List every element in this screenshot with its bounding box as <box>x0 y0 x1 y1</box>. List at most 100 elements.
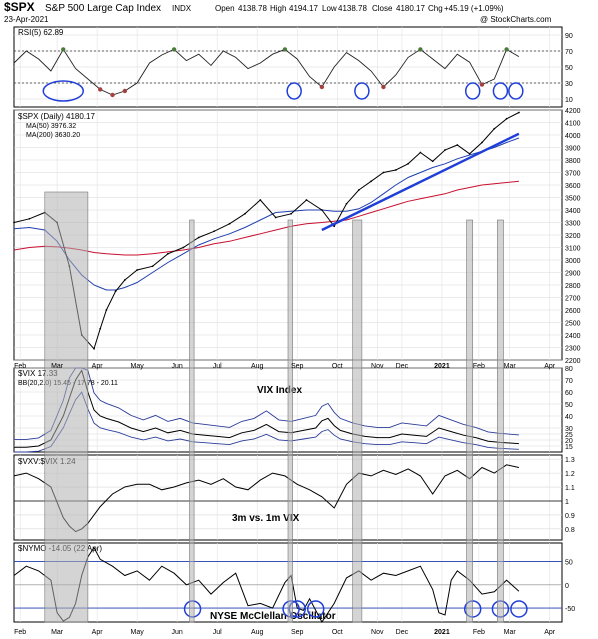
vxv-tick-label: 1 <box>565 499 569 506</box>
spx-point <box>114 290 117 293</box>
spx-point <box>481 141 483 144</box>
spx-point <box>274 216 277 219</box>
spx-point <box>407 162 409 165</box>
x-tick-label-bottom: Jun <box>172 629 183 636</box>
x-tick-label-bottom: May <box>131 629 145 636</box>
header-symbol: $SPX <box>4 0 35 14</box>
header-close-label: Close <box>372 4 393 13</box>
spx-point <box>182 246 185 249</box>
spx-tick-label: 2800 <box>565 283 581 290</box>
header-low-label: Low <box>322 4 337 13</box>
spx-tick-label: 3000 <box>565 258 581 265</box>
vxv-tick-label: 0.9 <box>565 513 575 520</box>
vxv-tick-label: 1.3 <box>565 457 575 464</box>
header-open-label: Open <box>215 4 235 13</box>
x-tick-label: May <box>131 363 145 370</box>
spx-point <box>213 230 216 233</box>
x-tick-label-bottom: Apr <box>92 629 104 636</box>
spx-panel: 2200 2300 2400 2500 2600 2700 2800 2900 3000 3100… <box>13 108 581 365</box>
spx-tick-label: 4100 <box>565 121 581 128</box>
spx-tick-label: 3300 <box>565 221 581 228</box>
spx-tick-label: 3800 <box>565 158 581 165</box>
rsi-tick-label: 30 <box>565 81 573 88</box>
x-tick-label: Feb <box>14 363 26 370</box>
rsi-oversold-mark <box>319 84 325 90</box>
spx-point <box>99 327 102 330</box>
x-tick-label: Mar <box>51 363 64 370</box>
spx-point <box>505 117 508 120</box>
ma50-line <box>13 137 520 291</box>
rsi-oversold-mark <box>110 92 115 98</box>
x-tick-label-bottom: Mar <box>51 629 64 636</box>
highlight-bar <box>466 219 474 623</box>
vix-tick-label: 80 <box>565 366 573 373</box>
vix-legend: $VIX 17.33 <box>18 369 58 378</box>
spx-tick-label: 2500 <box>565 321 581 328</box>
rsi-oversold-mark <box>381 84 386 90</box>
rsi-circle-annotation <box>354 82 370 100</box>
ma200-line <box>13 180 519 256</box>
spx-point <box>167 252 169 255</box>
spx-tick-label: 4000 <box>565 133 581 140</box>
spx-tick-label: 2600 <box>565 308 581 315</box>
nymo-circle-annotation <box>306 600 325 618</box>
x-tick-label-bottom: Nov <box>371 629 384 636</box>
header-name: S&P 500 Large Cap Index <box>45 3 161 14</box>
ma50-legend: MA(50) 3976.32 <box>26 123 76 130</box>
nymo-tick-label: 0 <box>565 583 569 590</box>
spx-tick-label: 3400 <box>565 208 581 215</box>
nymo-circle-annotation <box>510 600 528 618</box>
highlight-bar <box>189 219 195 623</box>
x-tick-label-bottom: Feb <box>14 629 26 636</box>
rsi-tick-label: 50 <box>565 65 573 72</box>
spx-point <box>305 199 308 201</box>
x-tick-label: Apr <box>92 363 104 370</box>
rsi-overbought-mark <box>282 47 288 52</box>
rsi-oversold-mark <box>98 87 103 92</box>
spx-point <box>419 151 422 154</box>
spx-point <box>444 149 446 151</box>
spx-tick-label: 4200 <box>565 108 581 115</box>
spx-point <box>431 160 434 163</box>
spx-legend: $SPX (Daily) 4180.17 <box>18 112 95 121</box>
x-tick-label: Oct <box>332 363 343 370</box>
spx-point <box>93 347 95 350</box>
x-tick-label-bottom: Sep <box>291 629 304 636</box>
x-tick-label-bottom: 2021 <box>434 629 450 636</box>
x-tick-label-bottom: Oct <box>332 629 343 636</box>
x-tick-label: Aug <box>251 363 264 370</box>
spx-point <box>290 212 292 215</box>
header-chg: +45.19 (+1.09%) <box>444 4 504 13</box>
nymo-tick-label: -50 <box>565 606 575 613</box>
spx-point <box>456 144 459 146</box>
x-tick-label-bottom: Jul <box>213 629 222 636</box>
spx-point <box>382 171 385 174</box>
spx-point <box>136 269 139 271</box>
spx-point <box>493 127 496 130</box>
rsi-overbought-mark <box>61 47 66 52</box>
spx-point <box>333 225 336 228</box>
rsi-tick-label: 90 <box>565 33 573 40</box>
x-tick-label: Dec <box>396 363 409 370</box>
x-tick-label: Sep <box>291 363 304 370</box>
spx-tick-label: 2400 <box>565 333 581 340</box>
rsi-overbought-mark <box>418 47 423 52</box>
spx-point <box>28 217 31 220</box>
vix-tick-label: 15 <box>565 444 573 451</box>
spx-point <box>243 212 246 215</box>
x-tick-label: 2021 <box>434 363 450 370</box>
rsi-circle-annotation <box>492 82 509 100</box>
spx-tick-label: 3100 <box>565 246 581 253</box>
spx-point <box>259 199 262 201</box>
rsi-circle-annotation <box>42 80 85 102</box>
spx-point <box>320 209 323 211</box>
x-tick-label-bottom: Apr <box>544 629 556 636</box>
rsi-legend: RSI(5) 62.89 <box>18 28 64 37</box>
x-tick-label-bottom: Aug <box>251 629 264 636</box>
header-date: 23-Apr-2021 <box>4 15 49 24</box>
spx-point <box>468 152 471 155</box>
header-watermark: @ StockCharts.com <box>480 15 552 24</box>
highlight-bar <box>44 191 89 623</box>
